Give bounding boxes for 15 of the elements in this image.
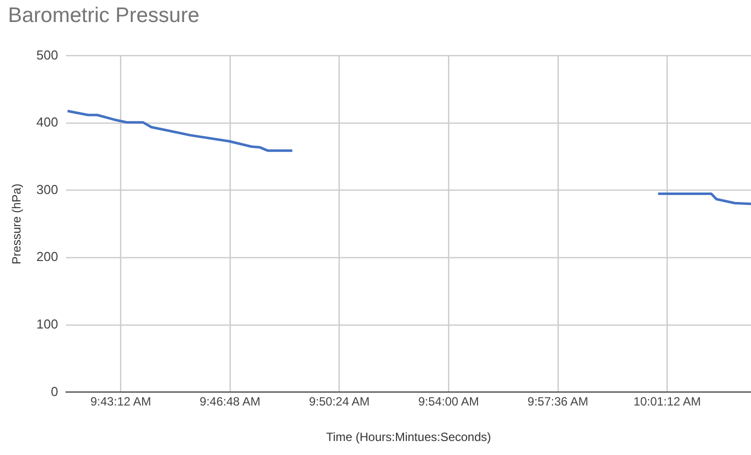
y-tick-label: 200: [36, 249, 58, 264]
chart-title: Barometric Pressure: [8, 4, 200, 28]
x-tick-label: 10:01:12 AM: [634, 394, 701, 409]
y-tick-label: 400: [36, 114, 58, 130]
y-tick-label: 500: [36, 47, 58, 62]
y-tick-label: 300: [36, 182, 58, 197]
y-axis-title: Pressure (hPa): [10, 184, 24, 264]
x-tick-label: 9:50:24 AM: [308, 394, 370, 409]
x-axis-title: Time (Hours:Mintues:Seconds): [326, 430, 492, 444]
y-tick-label: 100: [36, 316, 58, 332]
x-tick-label: 9:43:12 AM: [90, 394, 152, 409]
x-tick-label: 9:54:00 AM: [418, 394, 479, 409]
x-tick-label: 9:46:48 AM: [200, 394, 260, 409]
y-tick-label: 0: [50, 384, 58, 399]
x-tick-label: 9:57:36 AM: [528, 394, 588, 409]
